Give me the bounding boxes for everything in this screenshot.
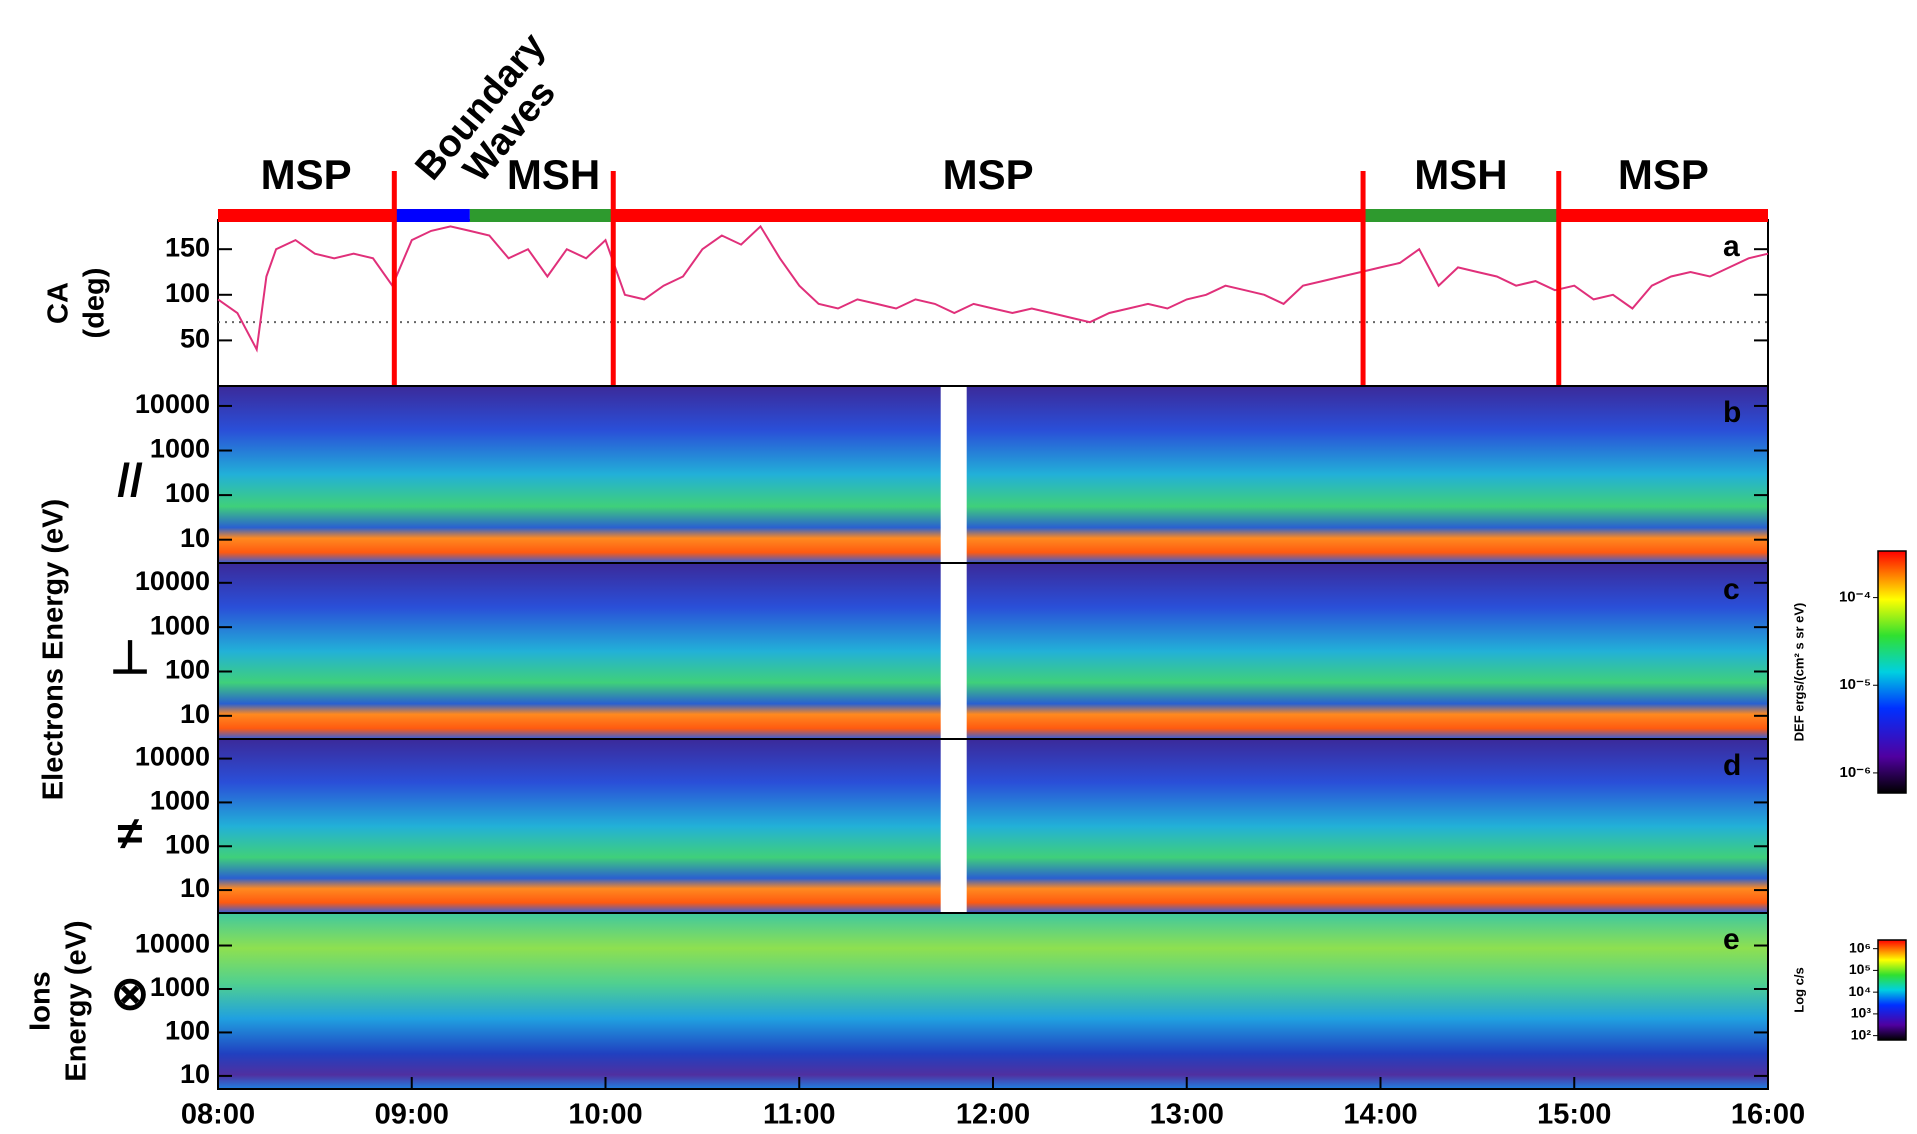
colorbar-tick-label: 10⁴ [1849, 983, 1872, 999]
y-tick-label: 10 [180, 873, 210, 903]
x-tick-label: 11:00 [763, 1099, 836, 1131]
colorbar-tick-label: 10³ [1851, 1005, 1872, 1021]
ca-line [217, 224, 1769, 353]
y-tick-label: 10 [180, 699, 210, 729]
y-tick-label: 150 [165, 232, 210, 262]
y-tick-label: 100 [165, 1016, 210, 1046]
panel-label: d [1723, 749, 1741, 782]
colorbar-label-text: Log c/s [1791, 967, 1806, 1013]
x-tick-label: 13:00 [1150, 1099, 1224, 1131]
colorbar-tick-label: 10⁻⁴ [1839, 589, 1871, 606]
y-tick-label: 1000 [150, 610, 210, 640]
y-axis-label-line: Ions [25, 971, 57, 1031]
y-axis-label-line: Energy (eV) [61, 920, 93, 1081]
y-tick-label: 100 [165, 478, 210, 508]
y-tick-label: 100 [165, 278, 210, 308]
region-label: MSP [1618, 151, 1709, 198]
data-gap [940, 563, 967, 739]
y-tick-label: 1000 [150, 786, 210, 816]
panel-symbol: ≠ [117, 807, 142, 859]
colorbar [1877, 550, 1907, 794]
panel-symbol: ⊗ [111, 967, 150, 1019]
y-tick-label: 1000 [150, 972, 210, 1002]
x-tick-label: 10:00 [568, 1099, 642, 1131]
y-tick-label: 1000 [150, 434, 210, 464]
y-tick-label: 100 [165, 829, 210, 859]
region-bar [394, 209, 470, 222]
spectrogram-image [218, 913, 1768, 1089]
data-gap [940, 386, 967, 563]
region-bar [469, 209, 614, 222]
region-label: MSP [943, 151, 1034, 198]
region-label: MSP [261, 151, 352, 198]
y-tick-label: 10 [180, 523, 210, 553]
region-bar [1558, 209, 1768, 222]
region-bar [1363, 209, 1559, 222]
y-tick-label: 10 [180, 1059, 210, 1089]
panel-label: b [1723, 396, 1741, 429]
y-tick-label: 10000 [135, 742, 210, 772]
colorbar-tick-label: 10⁶ [1849, 939, 1871, 955]
colorbar-label: Log c/s [1791, 967, 1806, 1013]
data-gap [940, 739, 967, 913]
y-axis-label-line: CA [43, 282, 75, 324]
panel-label: e [1723, 923, 1740, 956]
colorbar-label-text: DEF ergs/(cm² s sr eV) [1791, 603, 1806, 742]
region-label: MSH [1414, 151, 1507, 198]
y-tick-label: 10000 [135, 566, 210, 596]
panel-frame [217, 219, 1769, 387]
group-label: Electrons Energy (eV) [38, 499, 70, 800]
panel-symbol: // [117, 454, 143, 506]
y-axis-label-line: (deg) [79, 268, 111, 339]
region-label: MSH [507, 151, 600, 198]
spectrogram-image [218, 563, 1768, 739]
x-tick-label: 08:00 [181, 1099, 255, 1131]
x-tick-label: 16:00 [1731, 1099, 1805, 1131]
spectrogram-image [218, 739, 1768, 913]
y-axis-label: Ions Energy (eV) [25, 920, 93, 1081]
colorbar-label: DEF ergs/(cm² s sr eV) [1791, 603, 1806, 742]
x-tick-label: 14:00 [1343, 1099, 1417, 1131]
x-tick-label: 12:00 [956, 1099, 1030, 1131]
colorbar-tick-label: 10⁵ [1849, 961, 1871, 977]
region-bar [613, 209, 1364, 222]
y-tick-label: 100 [165, 655, 210, 685]
panel-label: c [1723, 573, 1740, 606]
colorbar [1877, 939, 1907, 1041]
panel-symbol: ⊥ [110, 631, 150, 683]
y-axis-label: CA (deg) [43, 268, 111, 339]
group-label-text: Electrons Energy (eV) [38, 499, 70, 800]
y-tick-label: 50 [180, 324, 210, 354]
colorbar-tick-label: 10² [1851, 1026, 1872, 1042]
colorbar-tick-label: 10⁻⁵ [1839, 676, 1871, 693]
y-tick-label: 10000 [135, 389, 210, 419]
region-bar [218, 209, 395, 222]
x-tick-label: 09:00 [375, 1099, 449, 1131]
spectrogram-image [218, 386, 1768, 563]
y-tick-label: 10000 [135, 929, 210, 959]
colorbar-tick-label: 10⁻⁶ [1839, 764, 1871, 781]
x-tick-label: 15:00 [1537, 1099, 1611, 1131]
panel-label: a [1723, 230, 1740, 263]
